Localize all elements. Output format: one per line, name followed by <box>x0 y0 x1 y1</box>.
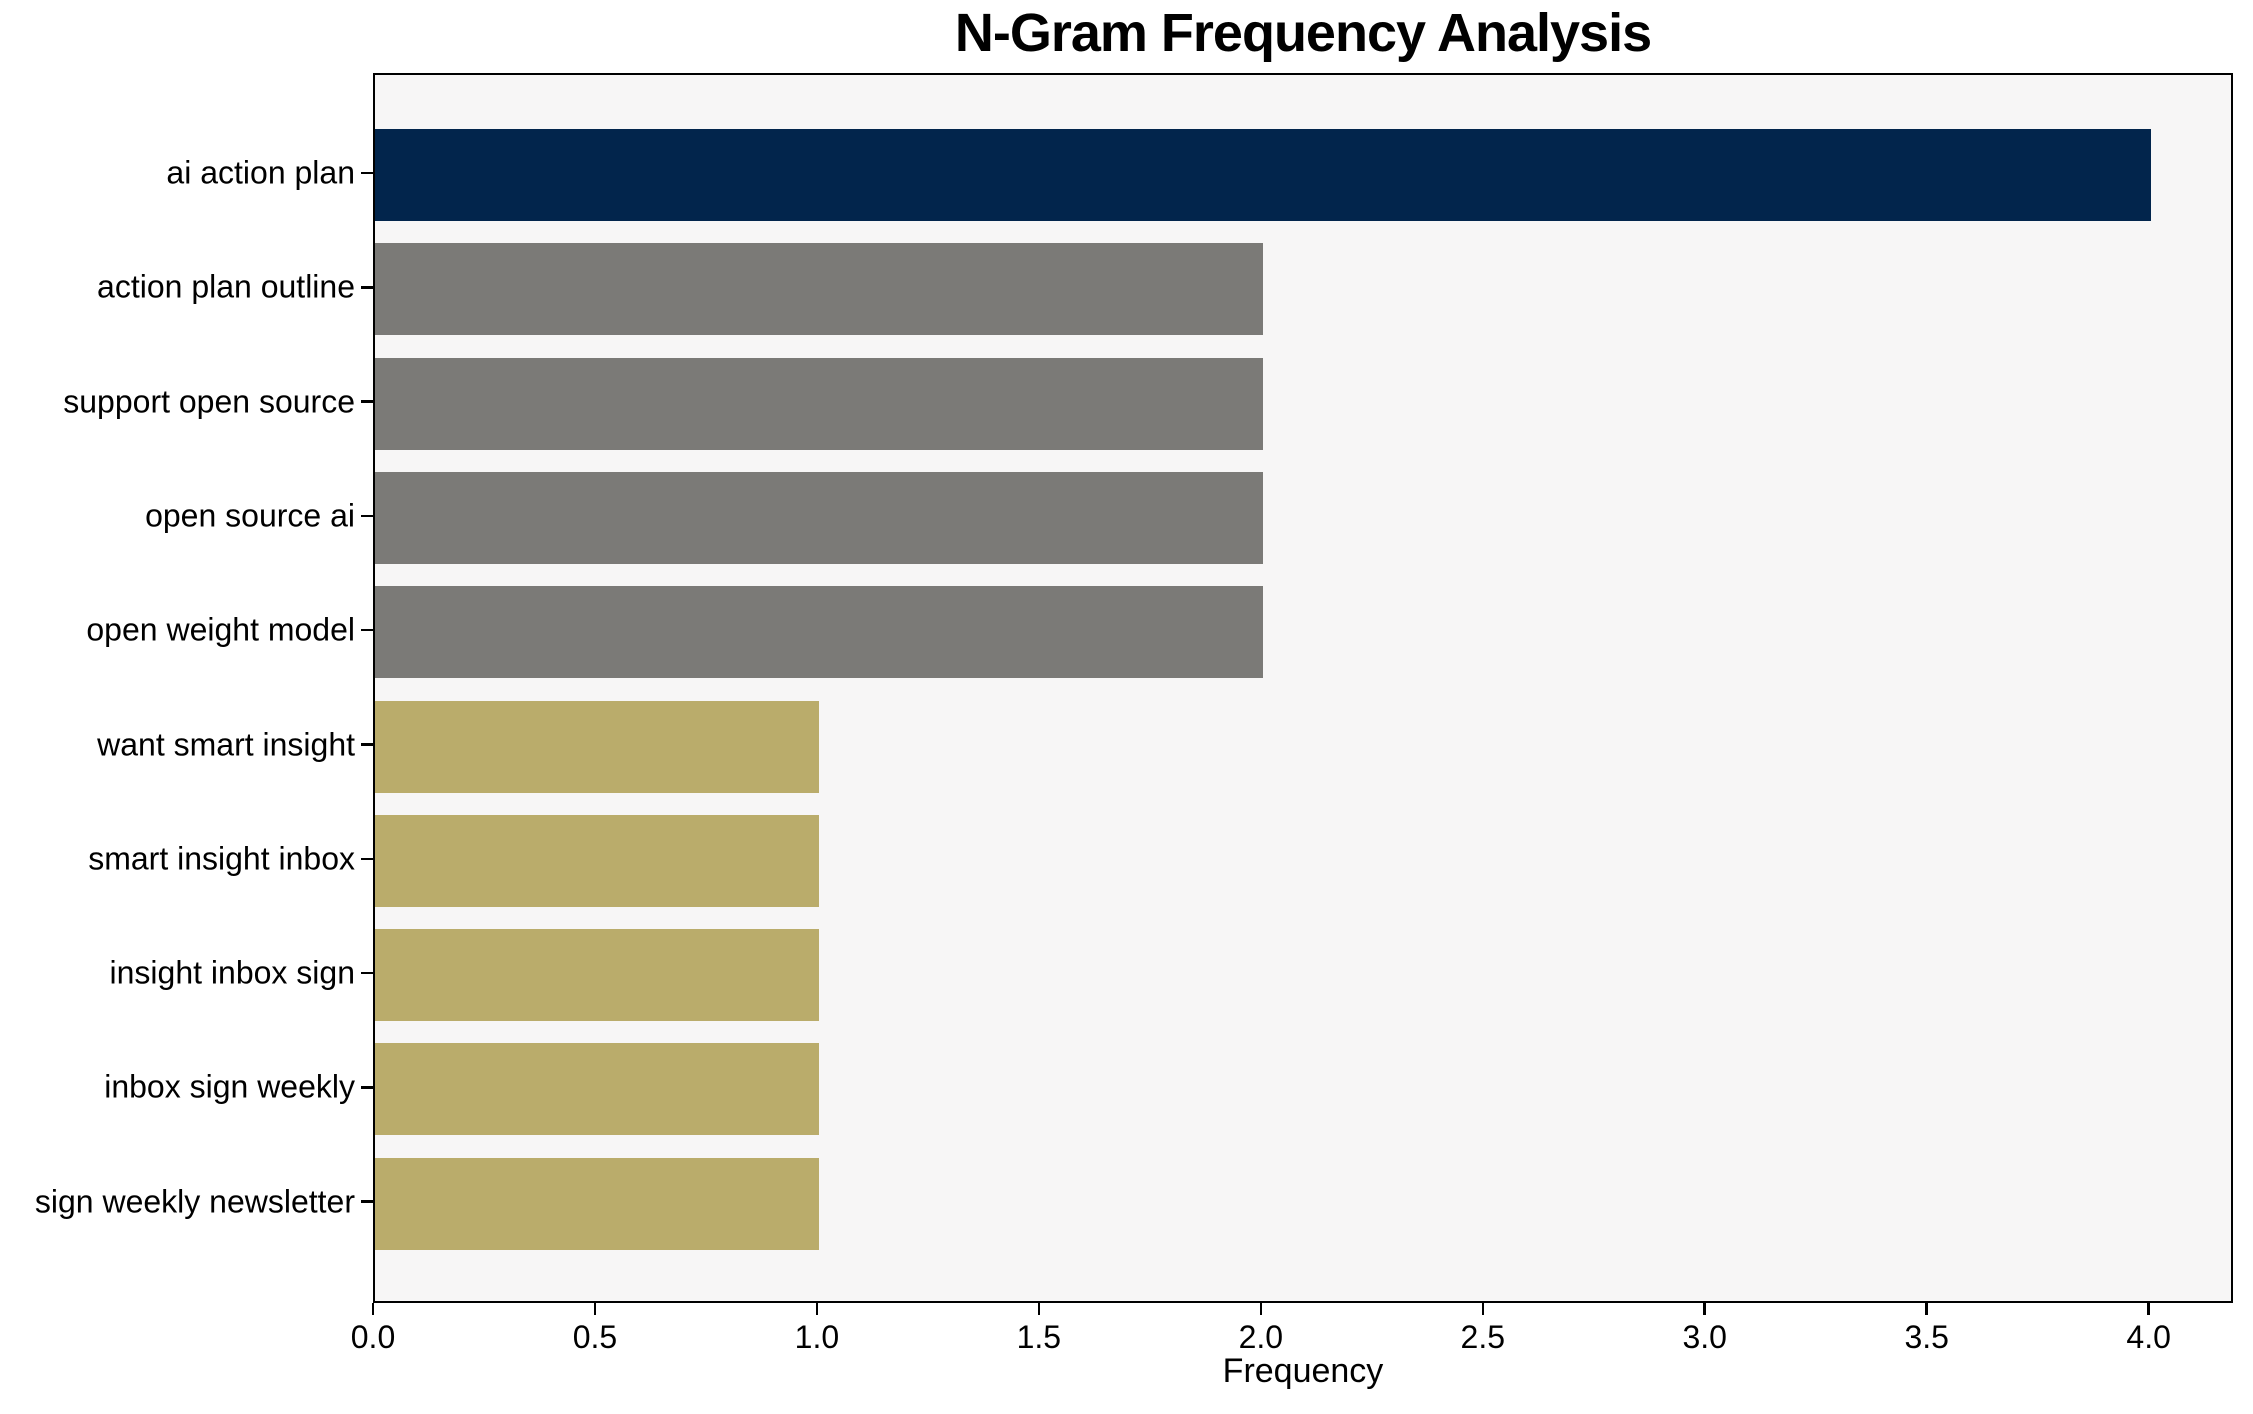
y-axis-tick-label: action plan outline <box>97 268 355 305</box>
x-axis-tick-label: 3.0 <box>1682 1319 1727 1355</box>
x-axis-tick-label: 2.0 <box>1238 1319 1284 1355</box>
y-axis-tick-label: insight inbox sign <box>109 954 355 991</box>
x-tick-mark <box>2147 1303 2150 1315</box>
x-axis-label: Frequency <box>1222 1352 1384 1390</box>
y-tick-mark <box>361 171 373 175</box>
x-tick-mark <box>1703 1303 1706 1315</box>
bar <box>375 1043 819 1136</box>
x-tick-mark <box>815 1303 819 1315</box>
y-axis-tick-label: smart insight inbox <box>88 840 355 877</box>
x-tick-mark <box>371 1303 375 1315</box>
x-axis-tick-label: 1.0 <box>794 1319 840 1355</box>
bar <box>375 471 1263 564</box>
bar <box>375 700 819 793</box>
bar <box>375 814 819 907</box>
y-axis-tick-label: ai action plan <box>166 154 355 191</box>
chart-title: N-Gram Frequency Analysis <box>954 3 1652 63</box>
x-axis-tick-label: 0.0 <box>350 1319 396 1355</box>
y-tick-mark <box>361 857 373 861</box>
y-tick-mark <box>361 400 373 403</box>
y-tick-mark <box>361 514 373 518</box>
y-axis-tick-label: support open source <box>63 383 355 420</box>
x-tick-mark <box>1037 1303 1041 1315</box>
plot-area <box>373 73 2233 1303</box>
y-tick-mark <box>361 971 373 975</box>
x-tick-mark <box>593 1303 597 1315</box>
bar <box>375 1157 819 1250</box>
y-axis-tick-label: open source ai <box>145 497 355 534</box>
y-tick-mark <box>361 743 373 746</box>
y-tick-mark <box>361 628 373 632</box>
y-tick-mark <box>361 1086 373 1089</box>
x-tick-mark <box>1925 1303 1928 1315</box>
y-axis-tick-label: inbox sign weekly <box>104 1068 355 1105</box>
x-axis-tick-label: 2.5 <box>1460 1319 1506 1355</box>
x-axis-tick-label: 0.5 <box>572 1319 618 1355</box>
x-tick-mark <box>1481 1303 1485 1315</box>
x-tick-mark <box>1259 1303 1263 1315</box>
y-axis-tick-label: sign weekly newsletter <box>34 1183 355 1220</box>
x-axis-tick-label: 3.5 <box>1904 1319 1949 1355</box>
x-axis-tick-label: 4.0 <box>2126 1319 2171 1355</box>
bar <box>375 357 1263 450</box>
y-axis-tick-label: want smart insight <box>97 726 355 762</box>
y-tick-mark <box>361 1200 373 1203</box>
bar <box>375 929 819 1022</box>
y-axis-tick-label: open weight model <box>86 611 355 648</box>
bar <box>375 129 2151 221</box>
bar <box>375 243 1263 336</box>
bar <box>375 586 1263 679</box>
y-tick-mark <box>361 286 373 289</box>
x-axis-tick-label: 1.5 <box>1016 1319 1062 1355</box>
